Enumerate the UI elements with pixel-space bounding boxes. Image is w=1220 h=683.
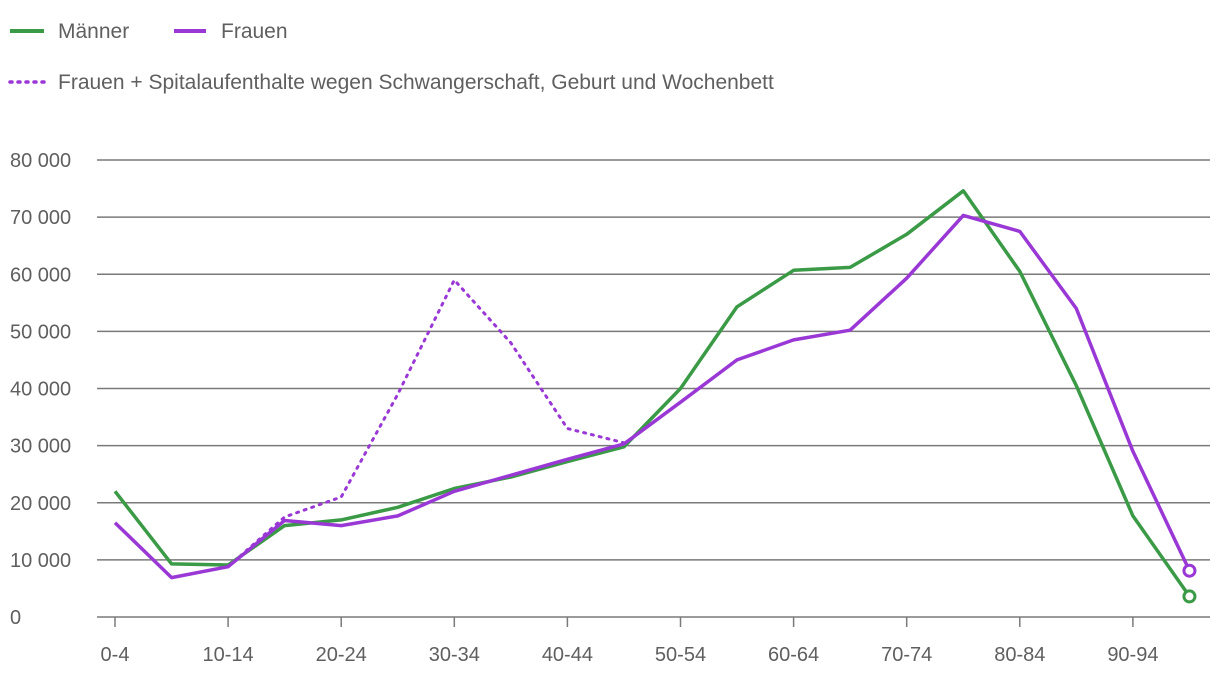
- x-tick-label: 20-24: [316, 644, 367, 666]
- y-axis: 0 10 000 20 000 30 000 40 000 50 000 60 000 70 …: [10, 150, 71, 629]
- x-axis: 0-4 10-14 20-24 30-34 40-44 50-54 60-64 70-74 80…: [101, 617, 1158, 666]
- y-tick-label: 10 000: [10, 550, 71, 572]
- legend-item-frauen: Frauen: [174, 20, 288, 43]
- series-line-0: [113, 189, 1191, 598]
- y-tick-label: 80 000: [10, 150, 71, 172]
- x-tick-label: 50-54: [655, 644, 706, 666]
- y-tick-label: 40 000: [10, 379, 71, 401]
- x-tick-label: 40-44: [542, 644, 593, 666]
- x-tick-label: 10-14: [203, 644, 254, 666]
- y-tick-label: 70 000: [10, 207, 71, 229]
- x-tick-label: 90-94: [1107, 644, 1158, 666]
- series-layer: [113, 189, 1197, 604]
- y-tick-label: 0: [10, 607, 21, 629]
- legend-item-frauen-schwangerschaft: Frauen + Spitalaufenthalte wegen Schwang…: [8, 71, 774, 94]
- legend-label-frauen: Frauen: [221, 20, 288, 43]
- legend-item-maenner: Männer: [10, 20, 129, 43]
- grid-lines: [97, 159, 1210, 618]
- y-tick-label: 50 000: [10, 321, 71, 343]
- series-end-marker-0: [1182, 589, 1197, 604]
- legend-label-maenner: Männer: [58, 20, 129, 43]
- x-tick-label: 80-84: [994, 644, 1045, 666]
- x-tick-label: 0-4: [101, 644, 130, 666]
- x-tick-label: 60-64: [768, 644, 819, 666]
- series-end-marker-1: [1182, 563, 1197, 578]
- x-tick-label: 30-34: [429, 644, 480, 666]
- y-tick-label: 60 000: [10, 264, 71, 286]
- x-tick-label: 70-74: [881, 644, 932, 666]
- legend: Männer Frauen Frauen + Spitalaufenthalte…: [8, 20, 774, 94]
- series-line-1: [113, 213, 1192, 580]
- y-tick-label: 20 000: [10, 493, 71, 515]
- y-tick-label: 30 000: [10, 436, 71, 458]
- legend-label-frauen-schwangerschaft: Frauen + Spitalaufenthalte wegen Schwang…: [58, 71, 774, 94]
